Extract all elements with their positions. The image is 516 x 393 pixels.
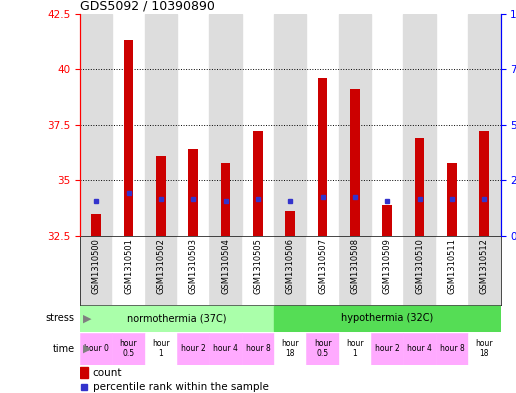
Bar [241, 236, 274, 305]
Text: hour 0: hour 0 [84, 344, 108, 353]
Bar [156, 156, 166, 236]
Bar [80, 14, 112, 236]
Bar [468, 14, 501, 236]
Bar [209, 14, 241, 236]
Bar [307, 333, 339, 365]
Text: GSM1310508: GSM1310508 [350, 238, 360, 294]
Text: GSM1310504: GSM1310504 [221, 238, 230, 294]
Bar [144, 14, 177, 236]
Text: GSM1310511: GSM1310511 [447, 238, 457, 294]
Bar [436, 333, 468, 365]
Bar [447, 163, 457, 236]
Text: GSM1310503: GSM1310503 [189, 238, 198, 294]
Text: hour 2: hour 2 [181, 344, 205, 353]
Text: ▶: ▶ [83, 344, 91, 354]
Bar [209, 333, 241, 365]
Bar [274, 333, 307, 365]
FancyBboxPatch shape [80, 306, 274, 331]
Bar [436, 236, 468, 305]
Bar [80, 236, 112, 305]
Bar [285, 211, 295, 236]
Bar [274, 14, 307, 236]
Bar [274, 236, 307, 305]
Bar [188, 149, 198, 236]
Text: GSM1310510: GSM1310510 [415, 238, 424, 294]
Bar [80, 333, 112, 365]
Bar [339, 236, 371, 305]
Bar [221, 163, 231, 236]
Text: normothermia (37C): normothermia (37C) [127, 313, 227, 323]
Bar [307, 236, 339, 305]
Bar [209, 236, 241, 305]
Bar [339, 14, 371, 236]
Bar [339, 333, 371, 365]
Bar [404, 333, 436, 365]
Bar [404, 14, 436, 236]
Text: GDS5092 / 10390890: GDS5092 / 10390890 [80, 0, 215, 13]
Text: hour
0.5: hour 0.5 [120, 339, 137, 358]
Text: GSM1310512: GSM1310512 [480, 238, 489, 294]
Text: hypothermia (32C): hypothermia (32C) [341, 313, 433, 323]
Bar [144, 333, 177, 365]
Bar [371, 333, 404, 365]
Text: hour 8: hour 8 [440, 344, 464, 353]
Bar [91, 213, 101, 236]
Text: count: count [92, 367, 122, 378]
Bar [112, 333, 144, 365]
Bar [404, 236, 436, 305]
Bar [468, 236, 501, 305]
Bar [241, 333, 274, 365]
Bar [112, 236, 144, 305]
Text: GSM1310507: GSM1310507 [318, 238, 327, 294]
Text: GSM1310509: GSM1310509 [383, 238, 392, 294]
Text: hour
1: hour 1 [152, 339, 170, 358]
Text: GSM1310505: GSM1310505 [253, 238, 263, 294]
Bar [479, 131, 489, 236]
Text: GSM1310501: GSM1310501 [124, 238, 133, 294]
Bar [371, 236, 404, 305]
Text: hour 2: hour 2 [375, 344, 400, 353]
Bar [468, 333, 501, 365]
Bar [253, 131, 263, 236]
Text: hour 4: hour 4 [407, 344, 432, 353]
Bar [350, 89, 360, 236]
Text: GSM1310502: GSM1310502 [156, 238, 165, 294]
Text: hour 8: hour 8 [246, 344, 270, 353]
Text: hour
1: hour 1 [346, 339, 364, 358]
FancyBboxPatch shape [274, 306, 501, 331]
Text: ▶: ▶ [83, 313, 91, 323]
Text: hour 4: hour 4 [213, 344, 238, 353]
Text: stress: stress [46, 313, 75, 323]
Bar [318, 78, 328, 236]
Text: GSM1310506: GSM1310506 [286, 238, 295, 294]
Text: percentile rank within the sample: percentile rank within the sample [92, 382, 268, 392]
Bar [124, 40, 133, 236]
Text: hour
18: hour 18 [476, 339, 493, 358]
Bar [144, 236, 177, 305]
Text: time: time [53, 344, 75, 354]
Text: hour
0.5: hour 0.5 [314, 339, 331, 358]
Bar [177, 333, 209, 365]
Text: hour
18: hour 18 [281, 339, 299, 358]
Bar [382, 205, 392, 236]
Bar [177, 236, 209, 305]
Bar [415, 138, 425, 236]
Text: GSM1310500: GSM1310500 [92, 238, 101, 294]
Bar [80, 367, 88, 378]
